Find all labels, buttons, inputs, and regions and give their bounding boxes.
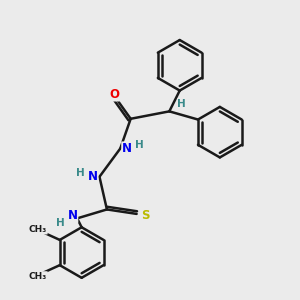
Text: N: N	[68, 209, 78, 223]
Text: N: N	[88, 170, 98, 183]
Text: CH₃: CH₃	[29, 225, 47, 234]
Text: N: N	[122, 142, 132, 155]
Text: H: H	[177, 99, 186, 109]
Text: H: H	[135, 140, 144, 150]
Text: H: H	[56, 218, 65, 228]
Text: S: S	[141, 209, 149, 222]
Text: H: H	[76, 168, 85, 178]
Text: CH₃: CH₃	[29, 272, 47, 281]
Text: O: O	[109, 88, 119, 101]
